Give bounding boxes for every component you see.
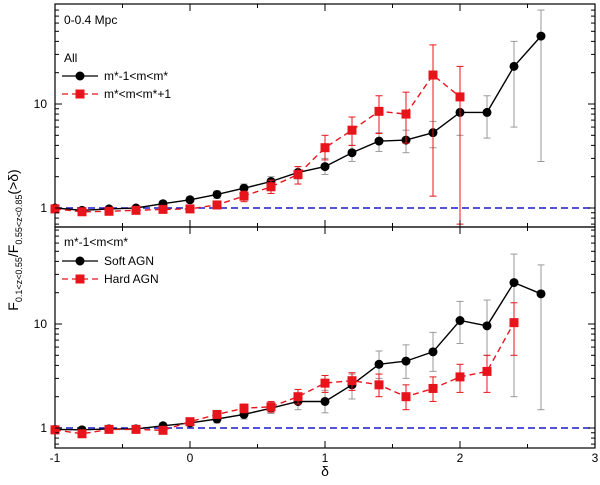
data-point-bottom-red xyxy=(158,425,168,435)
series-line-bottom-red xyxy=(54,322,515,435)
data-point-top-red xyxy=(428,70,438,80)
data-point-top-red xyxy=(77,207,87,217)
top-panel xyxy=(50,9,595,225)
data-point-bottom-black xyxy=(374,359,384,369)
data-point-bottom-red xyxy=(509,318,519,328)
data-point-top-red xyxy=(212,200,222,210)
data-point-top-red xyxy=(401,109,411,119)
data-point-top-red xyxy=(131,205,141,215)
data-point-top-red xyxy=(158,204,168,214)
data-point-bottom-black xyxy=(428,347,438,357)
y-tick-label-bottom: 10 xyxy=(34,317,48,331)
bottom-legend-marker-red xyxy=(75,274,85,284)
data-point-top-red xyxy=(320,143,330,153)
y-axis-title: F0.1<z<0.55/F0.55<z<0.85(>δ) xyxy=(5,169,24,310)
data-point-bottom-red xyxy=(455,372,465,382)
y-axis-title-mid: /F xyxy=(5,245,21,257)
y-axis-title-main: F xyxy=(5,302,21,311)
data-point-top-black xyxy=(239,183,249,193)
x-axis-title: δ xyxy=(321,463,329,479)
series-line-top-red xyxy=(54,73,461,213)
data-point-top-black xyxy=(320,162,330,172)
data-point-top-black xyxy=(509,61,519,71)
data-point-top-black xyxy=(536,31,546,41)
data-point-top-red xyxy=(347,125,357,135)
top-annotation: 0-0.4 Mpc xyxy=(64,13,117,27)
data-point-top-red xyxy=(239,191,249,201)
data-point-bottom-red xyxy=(50,425,60,435)
data-point-bottom-red xyxy=(320,378,330,388)
y-tick-label-top: 1 xyxy=(40,201,47,215)
data-point-bottom-red xyxy=(293,392,303,402)
top-legend-marker-black xyxy=(75,71,85,81)
data-point-bottom-red xyxy=(131,424,141,434)
x-tick-label: 3 xyxy=(592,451,599,465)
data-point-bottom-red xyxy=(77,429,87,439)
data-point-bottom-red xyxy=(374,380,384,390)
axes: 1 10 1 10 -1 0 1 2 3 xyxy=(34,4,599,465)
data-point-top-red xyxy=(104,206,114,216)
x-tick-label: 2 xyxy=(457,451,464,465)
y-tick-label-bottom: 1 xyxy=(40,421,47,435)
data-point-bottom-black xyxy=(320,396,330,406)
data-point-bottom-red xyxy=(401,392,411,402)
data-point-top-black xyxy=(374,136,384,146)
data-point-bottom-black xyxy=(482,321,492,331)
data-point-bottom-red xyxy=(104,424,114,434)
data-point-bottom-red xyxy=(347,376,357,386)
x-tick-label: -1 xyxy=(50,451,61,465)
data-point-bottom-red xyxy=(482,366,492,376)
top-legend-marker-red xyxy=(75,89,85,99)
data-point-top-black xyxy=(185,195,195,205)
x-tick-label: 0 xyxy=(187,451,194,465)
data-point-top-red xyxy=(266,182,276,192)
data-point-top-red xyxy=(185,204,195,214)
data-point-bottom-red xyxy=(239,403,249,413)
bottom-legend-marker-black xyxy=(75,256,85,266)
data-point-top-red xyxy=(374,106,384,116)
y-axis-title-sub2: 0.55<z<0.85 xyxy=(14,195,24,245)
data-point-bottom-red xyxy=(266,402,276,412)
data-point-top-black xyxy=(482,107,492,117)
y-axis-title-end: (>δ) xyxy=(5,169,21,194)
top-legend-title: All xyxy=(64,51,77,65)
data-point-bottom-black xyxy=(401,356,411,366)
data-point-bottom-red xyxy=(185,417,195,427)
data-point-bottom-red xyxy=(212,409,222,419)
data-point-top-red xyxy=(293,169,303,179)
top-legend-label-red: m*<m<m*+1 xyxy=(104,87,171,101)
y-axis-title-sub1: 0.1<z<0.55 xyxy=(14,257,24,302)
data-point-bottom-black xyxy=(536,289,546,299)
data-point-top-black xyxy=(212,189,222,199)
data-point-top-red xyxy=(455,92,465,102)
top-legend-label-black: m*-1<m<m* xyxy=(104,69,168,83)
data-point-top-red xyxy=(50,204,60,214)
bottom-legend-label-red: Hard AGN xyxy=(104,272,159,286)
data-point-bottom-black xyxy=(509,278,519,288)
y-tick-label-top: 10 xyxy=(34,97,48,111)
x-tick-label: 1 xyxy=(322,451,329,465)
data-point-bottom-black xyxy=(455,316,465,326)
bottom-legend-label-black: Soft AGN xyxy=(104,254,154,268)
data-point-bottom-red xyxy=(428,383,438,393)
bottom-legend-title: m*-1<m<m* xyxy=(64,235,128,249)
data-point-top-black xyxy=(347,148,357,158)
bottom-panel xyxy=(50,253,595,439)
